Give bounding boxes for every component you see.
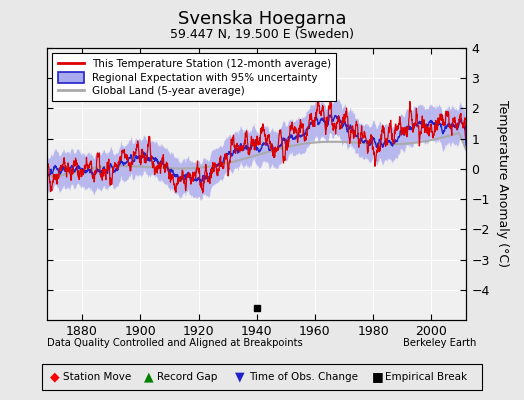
Y-axis label: Temperature Anomaly (°C): Temperature Anomaly (°C) xyxy=(496,100,509,268)
Text: 59.447 N, 19.500 E (Sweden): 59.447 N, 19.500 E (Sweden) xyxy=(170,28,354,41)
Text: Record Gap: Record Gap xyxy=(157,372,217,382)
Text: Station Move: Station Move xyxy=(63,372,131,382)
Text: Data Quality Controlled and Aligned at Breakpoints: Data Quality Controlled and Aligned at B… xyxy=(47,338,303,348)
Text: Svenska Hoegarna: Svenska Hoegarna xyxy=(178,10,346,28)
Legend: This Temperature Station (12-month average), Regional Expectation with 95% uncer: This Temperature Station (12-month avera… xyxy=(52,53,336,101)
Text: ■: ■ xyxy=(372,370,384,383)
Text: ▲: ▲ xyxy=(144,370,154,383)
Text: ◆: ◆ xyxy=(50,370,59,383)
Text: ▼: ▼ xyxy=(235,370,244,383)
Text: Time of Obs. Change: Time of Obs. Change xyxy=(249,372,358,382)
Text: Berkeley Earth: Berkeley Earth xyxy=(403,338,477,348)
Text: Empirical Break: Empirical Break xyxy=(385,372,467,382)
